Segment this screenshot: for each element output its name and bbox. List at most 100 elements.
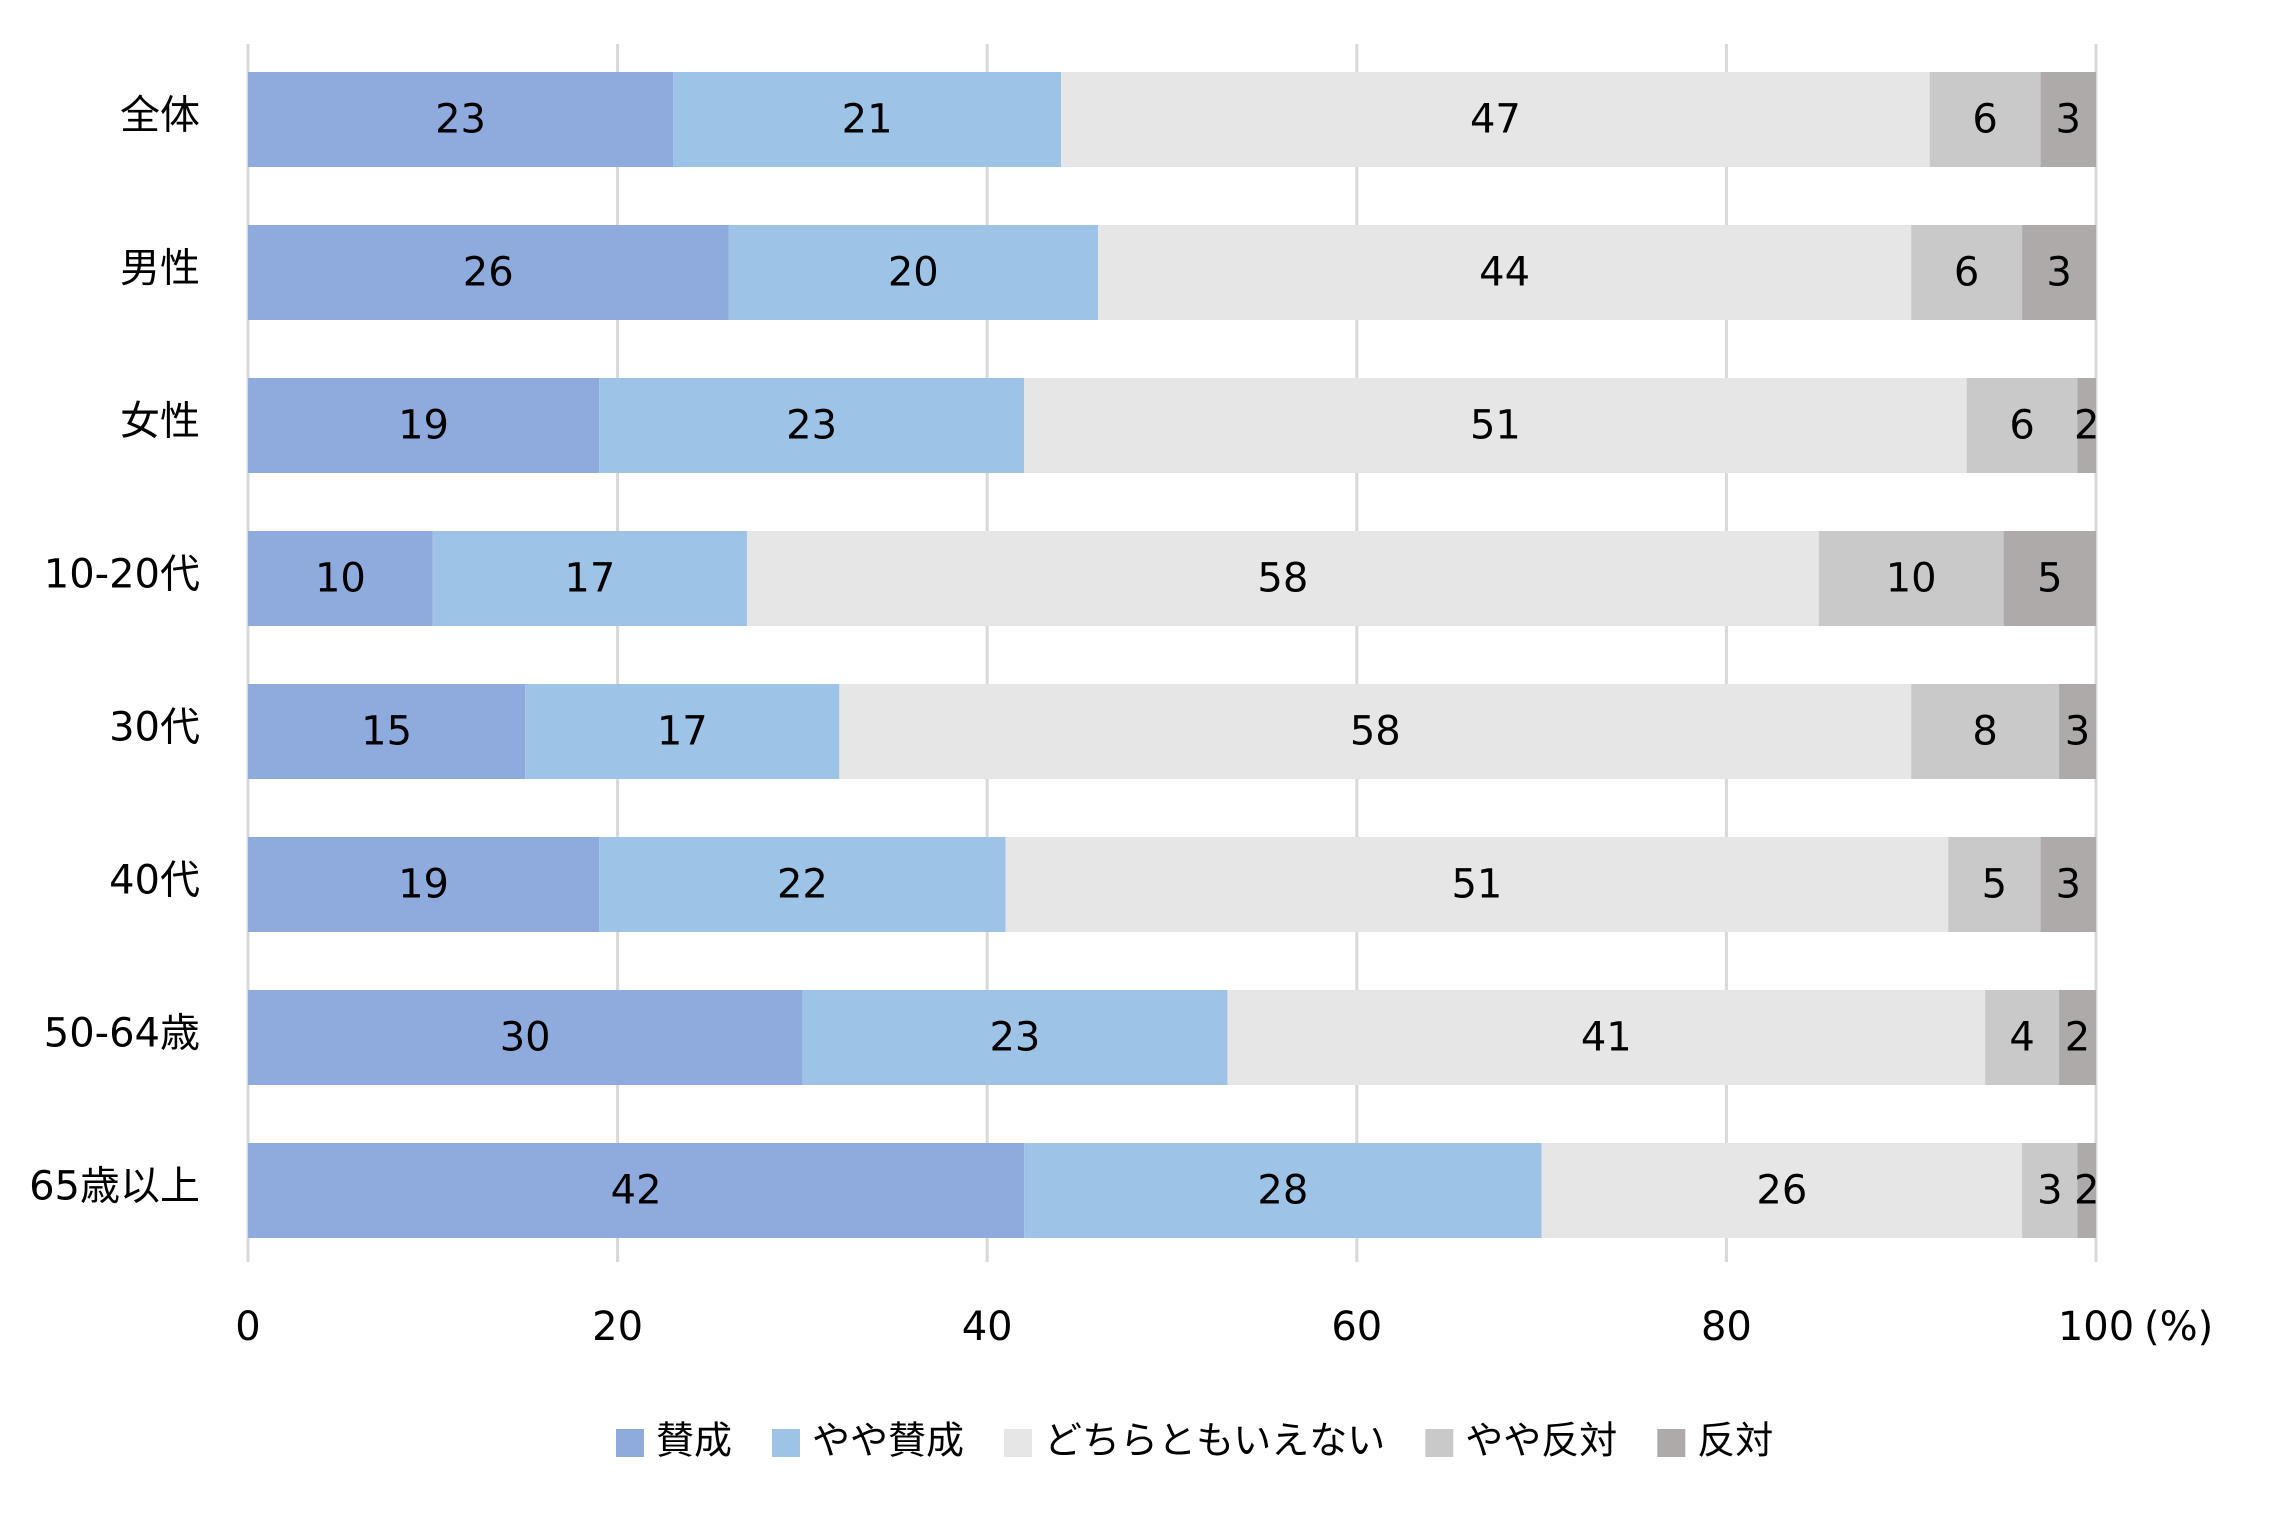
bar-segment	[1948, 837, 2041, 932]
bar-segment	[1024, 1143, 1542, 1238]
data-label: 6	[1972, 97, 1997, 143]
x-tick-label: 20	[592, 1304, 643, 1350]
data-label: 28	[1257, 1168, 1308, 1214]
data-label: 23	[989, 1015, 1040, 1061]
bar-segment	[839, 684, 1912, 779]
legend: 賛成 やや賛成 どちらともいえない やや反対 反対	[616, 1419, 1773, 1463]
data-label: 19	[398, 403, 449, 449]
bar-segment	[599, 378, 1025, 473]
data-label: 5	[1982, 862, 2007, 908]
category-label: 65歳以上	[29, 1164, 200, 1210]
bar-segment	[2059, 684, 2096, 779]
category-label: 40代	[109, 858, 200, 904]
bar-segment	[1541, 1143, 2023, 1238]
data-label: 41	[1581, 1015, 1632, 1061]
legend-swatch	[1425, 1429, 1454, 1457]
data-label: 3	[2046, 250, 2071, 296]
data-label: 3	[2065, 709, 2090, 755]
bar-segment	[2040, 837, 2096, 932]
data-label: 44	[1479, 250, 1530, 296]
bar-segment	[1985, 990, 2060, 1085]
data-label: 3	[2037, 1168, 2062, 1214]
bar-segment	[1024, 378, 1967, 473]
legend-label: やや反対	[1465, 1419, 1617, 1463]
data-label: 8	[1972, 709, 1997, 755]
bar-segment	[1005, 837, 1949, 932]
data-label: 47	[1470, 97, 1521, 143]
data-label: 17	[657, 709, 708, 755]
bar-segment	[1227, 990, 1986, 1085]
bar-segment	[248, 837, 600, 932]
legend-swatch	[1657, 1429, 1686, 1457]
bar-segment	[2077, 1143, 2096, 1238]
bar-segment	[1061, 72, 1930, 167]
bar-segment	[525, 684, 840, 779]
bar-segment	[746, 531, 1819, 626]
data-label: 3	[2056, 97, 2081, 143]
bar-segment	[802, 990, 1228, 1085]
data-label: 23	[786, 403, 837, 449]
data-label: 26	[1756, 1168, 1807, 1214]
legend-label: どちらともいえない	[1044, 1419, 1385, 1463]
legend-label: 賛成	[656, 1419, 732, 1463]
data-label: 17	[564, 556, 615, 602]
category-label: 30代	[109, 705, 200, 751]
bar-segment	[2003, 531, 2096, 626]
bar-segment	[248, 1143, 1025, 1238]
bar-segment	[1911, 225, 2023, 320]
x-tick-label: 80	[1701, 1304, 1752, 1350]
data-label: 30	[500, 1015, 551, 1061]
data-label: 10	[1886, 556, 1937, 602]
data-label: 6	[1954, 250, 1979, 296]
data-label: 21	[842, 97, 893, 143]
data-label: 20	[888, 250, 939, 296]
bar-segment	[2022, 225, 2096, 320]
bar-segment	[1929, 72, 2041, 167]
data-label: 10	[315, 556, 366, 602]
bar-segment	[2059, 990, 2096, 1085]
data-label: 51	[1470, 403, 1521, 449]
data-label: 2	[2065, 1015, 2090, 1061]
bar-segment	[2040, 72, 2096, 167]
category-label: 男性	[120, 246, 200, 292]
bar-segment	[673, 72, 1062, 167]
data-label: 26	[463, 250, 514, 296]
data-label: 58	[1350, 709, 1401, 755]
data-label: 2	[2074, 403, 2099, 449]
legend-swatch	[772, 1429, 801, 1457]
bar-segment	[2022, 1143, 2078, 1238]
data-label: 58	[1257, 556, 1308, 602]
bar-segment	[2077, 378, 2096, 473]
data-label: 6	[2009, 403, 2034, 449]
bars: 23 21 47 6 326 20 44 6 319 23 51 6 210 17 58 10 515 17 58 8…	[248, 72, 2099, 1238]
bar-segment	[248, 990, 803, 1085]
bar-segment	[1098, 225, 1912, 320]
data-label: 15	[361, 709, 412, 755]
bar-segment	[248, 378, 600, 473]
bar-segment	[1818, 531, 2004, 626]
bar-segment	[248, 684, 526, 779]
data-label: 42	[611, 1168, 662, 1214]
x-tick-label: 60	[1331, 1304, 1382, 1350]
data-label: 19	[398, 862, 449, 908]
category-label: 女性	[120, 399, 200, 445]
category-label: 10-20代	[44, 552, 200, 598]
x-tick-label: 100	[2058, 1304, 2134, 1350]
x-tick-label: 0	[235, 1304, 260, 1350]
legend-swatch	[616, 1429, 644, 1457]
bar-segment	[1966, 378, 2078, 473]
bar-segment	[1911, 684, 2060, 779]
data-label: 4	[2009, 1015, 2034, 1061]
bar-segment	[248, 225, 729, 320]
category-label: 全体	[120, 93, 200, 139]
data-label: 51	[1451, 862, 1502, 908]
value-axis: 0 20 40 60 80 100 (%)	[235, 1304, 2213, 1350]
category-label: 50-64歳	[44, 1011, 200, 1057]
data-label: 3	[2056, 862, 2081, 908]
x-tick-label: 40	[962, 1304, 1013, 1350]
bar-segment	[599, 837, 1006, 932]
data-label: 23	[435, 97, 486, 143]
data-label: 22	[777, 862, 828, 908]
